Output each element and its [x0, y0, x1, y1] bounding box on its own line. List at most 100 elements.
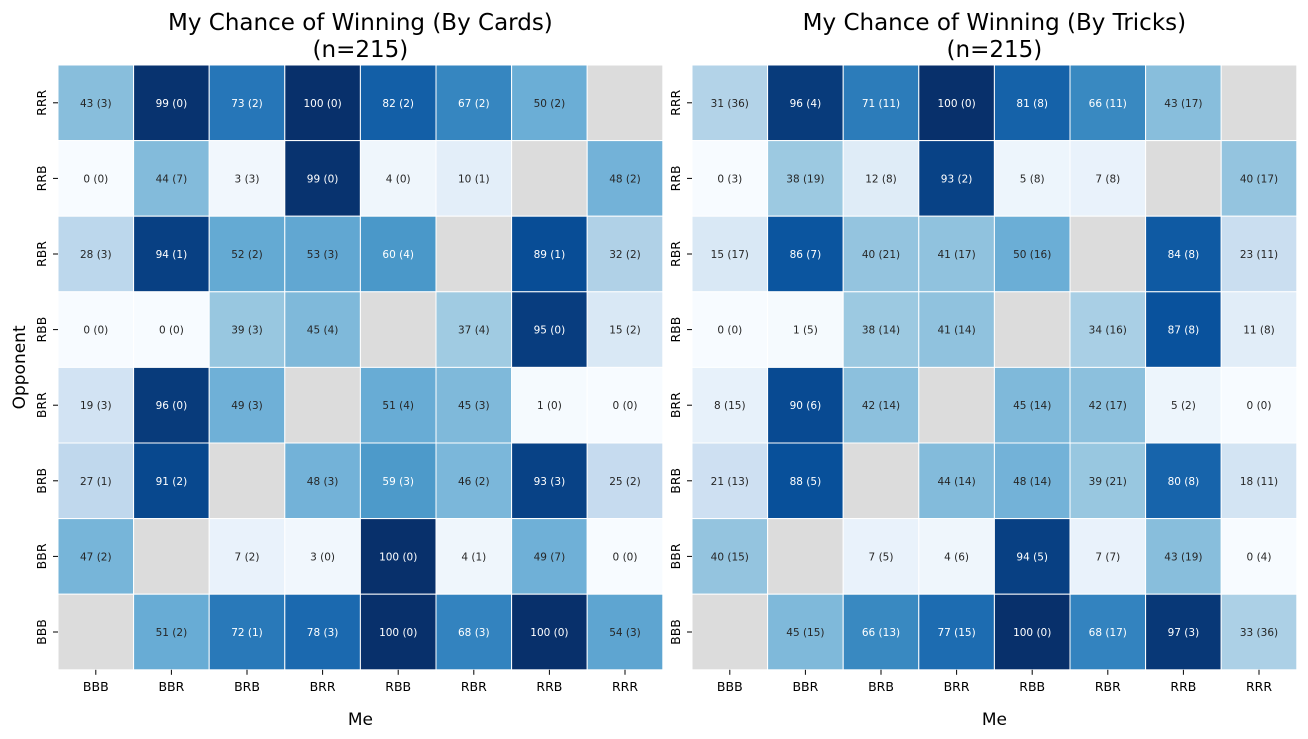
cell-annotation: 0 (0)	[159, 325, 184, 337]
heatmap-cell	[284, 291, 361, 368]
heatmap-cell	[133, 215, 210, 293]
heatmap-cell	[767, 442, 844, 520]
y-tick-label: BRB	[34, 468, 49, 494]
heatmap-cell	[435, 140, 513, 217]
heatmap-cell	[1220, 442, 1298, 520]
cell-annotation: 93 (2)	[941, 173, 973, 185]
cell-annotation: 49 (7)	[534, 551, 566, 563]
cell-annotation: 82 (2)	[382, 98, 414, 110]
cell-annotation: 86 (7)	[790, 249, 822, 261]
cell-annotation: 32 (2)	[609, 249, 641, 261]
x-tick-label: RBR	[461, 679, 487, 694]
heatmap-cell	[359, 140, 437, 217]
cell-annotation: 42 (14)	[862, 400, 900, 412]
cell-annotation: 10 (1)	[458, 173, 490, 185]
heatmap-cell	[284, 366, 361, 444]
cell-annotation: 1 (0)	[537, 400, 562, 412]
cell-annotation: 46 (2)	[458, 476, 490, 488]
cell-annotation: 67 (2)	[458, 98, 490, 110]
cell-annotation: 34 (16)	[1089, 325, 1127, 337]
y-tick-label: RBB	[668, 317, 683, 343]
heatmap-cell	[1069, 366, 1147, 444]
heatmap-cell	[918, 64, 995, 142]
cell-annotation: 88 (5)	[790, 476, 822, 488]
heatmap-cell	[1145, 518, 1222, 595]
cell-annotation: 81 (8)	[1016, 98, 1048, 110]
heatmap-cell	[691, 64, 769, 142]
heatmap-cell	[767, 593, 844, 671]
y-tick-label: BRB	[668, 468, 683, 494]
heatmap-cell	[767, 366, 844, 444]
x-tick-label: RRB	[1170, 679, 1196, 694]
cell-annotation: 18 (11)	[1240, 476, 1278, 488]
cell-annotation: 7 (2)	[235, 551, 260, 563]
cell-annotation: 89 (1)	[534, 249, 566, 261]
heatmap-cell	[133, 64, 210, 142]
heatmap-cell	[208, 442, 286, 520]
heatmap-cell	[133, 442, 210, 520]
heatmap-cell	[993, 366, 1071, 444]
cell-annotation: 51 (4)	[382, 400, 414, 412]
heatmap-cell	[586, 593, 664, 671]
x-axis-label: Me	[982, 710, 1007, 730]
heatmap-cell	[842, 442, 920, 520]
cell-annotation: 100 (0)	[937, 98, 975, 110]
cell-annotation: 99 (0)	[156, 98, 188, 110]
cell-annotation: 25 (2)	[609, 476, 641, 488]
cell-annotation: 78 (3)	[307, 627, 339, 639]
y-tick-label: RRB	[668, 165, 683, 191]
cell-annotation: 38 (19)	[786, 173, 824, 185]
x-axis-label: Me	[348, 710, 373, 730]
heatmap-cell	[359, 442, 437, 520]
heatmap-cell	[1069, 64, 1147, 142]
y-tick-label: BRR	[668, 392, 683, 418]
y-tick-label: RBB	[34, 317, 49, 343]
heatmap-cell	[767, 518, 844, 595]
heatmap-cell	[1220, 518, 1298, 595]
cell-annotation: 45 (15)	[786, 627, 824, 639]
heatmap-cell	[435, 64, 513, 142]
heatmap-cell	[586, 64, 664, 142]
heatmap-cell	[435, 442, 513, 520]
cell-annotation: 47 (2)	[80, 551, 112, 563]
cell-annotation: 11 (8)	[1243, 325, 1275, 337]
heatmap-cell	[842, 518, 920, 595]
heatmap-cell	[1069, 593, 1147, 671]
cell-annotation: 87 (8)	[1168, 325, 1200, 337]
heatmap-cell	[586, 291, 664, 368]
cell-annotation: 5 (8)	[1020, 173, 1045, 185]
heatmap-cell	[842, 215, 920, 293]
cell-annotation: 8 (15)	[714, 400, 746, 412]
heatmap-cell	[1220, 140, 1298, 217]
cell-annotation: 50 (2)	[534, 98, 566, 110]
heatmap-cell	[133, 291, 210, 368]
cell-annotation: 31 (36)	[711, 98, 749, 110]
cell-annotation: 43 (3)	[80, 98, 112, 110]
cell-annotation: 15 (17)	[711, 249, 749, 261]
cell-annotation: 15 (2)	[609, 325, 641, 337]
cell-annotation: 77 (15)	[937, 627, 975, 639]
cell-annotation: 21 (13)	[711, 476, 749, 488]
cell-annotation: 60 (4)	[382, 249, 414, 261]
heatmap-cell	[359, 291, 437, 368]
cell-annotation: 0 (3)	[717, 173, 742, 185]
cell-annotation: 3 (0)	[310, 551, 335, 563]
cell-annotation: 1 (5)	[793, 325, 818, 337]
cell-annotation: 5 (2)	[1171, 400, 1196, 412]
cell-annotation: 42 (17)	[1089, 400, 1127, 412]
cell-annotation: 0 (0)	[83, 173, 108, 185]
cell-annotation: 0 (0)	[1247, 400, 1272, 412]
heatmap-cell	[1220, 366, 1298, 444]
heatmap-cell	[691, 593, 769, 671]
heatmap-cell	[586, 140, 664, 217]
cell-annotation: 71 (11)	[862, 98, 900, 110]
heatmap-cell	[208, 64, 286, 142]
heatmap-cell	[208, 366, 286, 444]
heatmap-cell	[133, 593, 210, 671]
cell-annotation: 52 (2)	[231, 249, 263, 261]
heatmap-cell	[57, 64, 135, 142]
heatmap-cell	[993, 291, 1071, 368]
cell-annotation: 94 (1)	[156, 249, 188, 261]
cell-annotation: 100 (0)	[303, 98, 341, 110]
